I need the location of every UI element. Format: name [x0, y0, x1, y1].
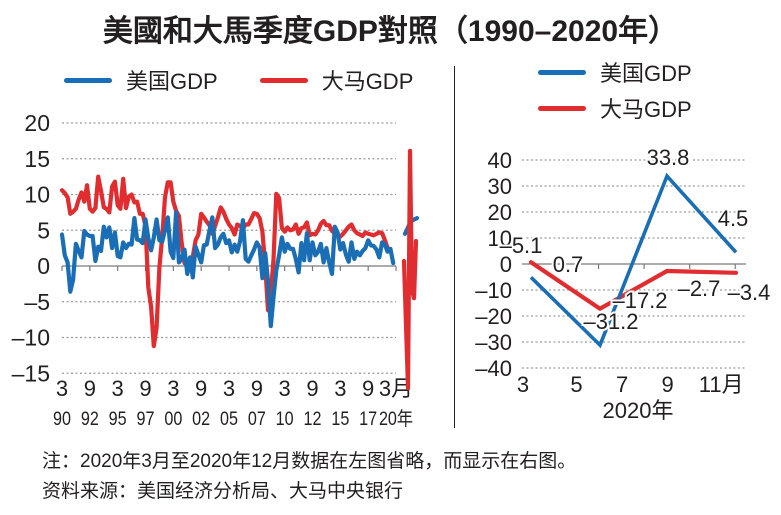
data-label-my-dec-halo: –3.4: [728, 280, 771, 305]
y-tick-label: –15: [12, 360, 50, 386]
x-tick-month-label: 9: [306, 376, 318, 401]
data-label-my-dec: –3.4: [728, 280, 771, 305]
y-tick-label: 30: [488, 174, 512, 199]
y-tick-label: 5: [37, 217, 50, 243]
y-tick-label: –10: [12, 325, 50, 351]
y-tick-label: 10: [488, 226, 512, 251]
x-tick-year-label: 00: [164, 408, 182, 430]
x-tick-month-label: 3: [112, 376, 124, 401]
y-tick-label: 15: [24, 146, 50, 172]
x-tick-label: 11月: [699, 372, 744, 397]
x-tick-month-label: 3: [334, 376, 346, 401]
x-tick-year-label: 95: [109, 408, 127, 430]
x-tick-month-label: 3: [56, 376, 68, 401]
y-tick-label: 20: [488, 200, 512, 225]
x-tick-year-label: 10: [276, 408, 294, 430]
footnote: 注：2020年3月至2020年12月数据在左图省略，而显示在右图。: [42, 451, 577, 472]
series-line-us-gdp: [59, 210, 396, 329]
data-label-us-mar-halo: –5.1: [500, 233, 543, 258]
series-line-us-gdp-2020: [529, 172, 738, 349]
x-tick-month-label: 3: [167, 376, 179, 401]
data-label-us-dec-halo: 4.5: [718, 206, 749, 231]
x-tick-month-label: 9: [362, 376, 374, 401]
data-label-us-dec: 4.5: [718, 206, 749, 231]
x-tick-year-label: 07: [248, 408, 266, 430]
data-label-us-jun-halo: –31.2: [583, 309, 638, 334]
data-label-my-mar: 0.7: [553, 252, 584, 277]
series-line-my-gdp: [59, 174, 390, 349]
x-tick-label: 3: [517, 372, 529, 397]
x-tick-year-label: 15: [331, 408, 349, 430]
x-tick-label: 7: [616, 372, 628, 397]
panel-divider: [454, 66, 455, 428]
x-tick-month-label: 9: [139, 376, 151, 401]
data-label-us-jun: –31.2: [583, 309, 638, 334]
x-tick-month-label: 9: [251, 376, 263, 401]
x-tick-label: 9: [662, 372, 674, 397]
series-line-my-gdp-2020: [401, 148, 419, 391]
right-legend-my: 大马GDP: [538, 92, 692, 124]
legend-swatch-us: [64, 77, 112, 83]
right-legend-us: 美国GDP: [538, 56, 692, 88]
x-tick-year-label: 05: [220, 408, 238, 430]
data-label-my-jun-halo: –17.2: [612, 288, 667, 313]
chart-title: 美國和大馬季度GDP對照（1990–2020年）: [102, 15, 679, 48]
data-label-us-sep: 33.8: [647, 145, 690, 170]
data-label-my-sep: –2.7: [678, 276, 721, 301]
x-tick-month-label: 3: [279, 376, 291, 401]
legend-swatch-my: [538, 105, 586, 111]
legend-label-my: 大马GDP: [321, 69, 414, 94]
y-tick-label: –20: [475, 304, 512, 329]
legend-swatch-my: [259, 77, 308, 83]
x-tick-year-label: 02: [192, 408, 210, 430]
x-tick-month-label: 9: [84, 376, 96, 401]
data-label-us-mar: –5.1: [500, 233, 543, 258]
series-line-my-gdp-2020: [528, 260, 739, 311]
legend-swatch-us: [538, 69, 586, 75]
data-label-my-jun: –17.2: [612, 288, 667, 313]
y-tick-label: –5: [24, 289, 50, 315]
data-label-us-sep-halo: 33.8: [647, 145, 690, 170]
x-tick-year-label: 17: [359, 408, 377, 430]
legend-label-us: 美国GDP: [126, 69, 218, 94]
x-axis-label: 2020年: [603, 398, 674, 423]
y-tick-label: 40: [488, 148, 512, 173]
legend-label-my: 大马GDP: [600, 97, 692, 122]
x-tick-year-label: 97: [137, 408, 155, 430]
x-tick-year-label: 12: [304, 408, 322, 430]
data-label-my-sep-halo: –2.7: [678, 276, 721, 301]
x-tick-month-label: 9: [195, 376, 207, 401]
x-tick-year-label: 20年: [379, 408, 413, 430]
x-tick-month-label: 3: [223, 376, 235, 401]
y-tick-label: –10: [475, 278, 512, 303]
x-tick-label: 5: [570, 372, 582, 397]
left-legend: 美国GDP 大马GDP: [64, 64, 413, 96]
y-tick-label: 20: [24, 110, 50, 136]
y-tick-label: –40: [475, 356, 512, 381]
source-note: 资料来源：美国经济分析局、大马中央银行: [42, 481, 404, 502]
data-label-my-mar-halo: 0.7: [553, 252, 584, 277]
y-tick-label: 0: [500, 252, 512, 277]
y-tick-label: 0: [37, 253, 50, 279]
y-tick-label: 10: [24, 182, 50, 208]
x-tick-year-label: 92: [81, 408, 99, 430]
legend-label-us: 美国GDP: [600, 61, 692, 86]
x-tick-year-label: 90: [53, 408, 71, 430]
y-tick-label: –30: [475, 330, 512, 355]
